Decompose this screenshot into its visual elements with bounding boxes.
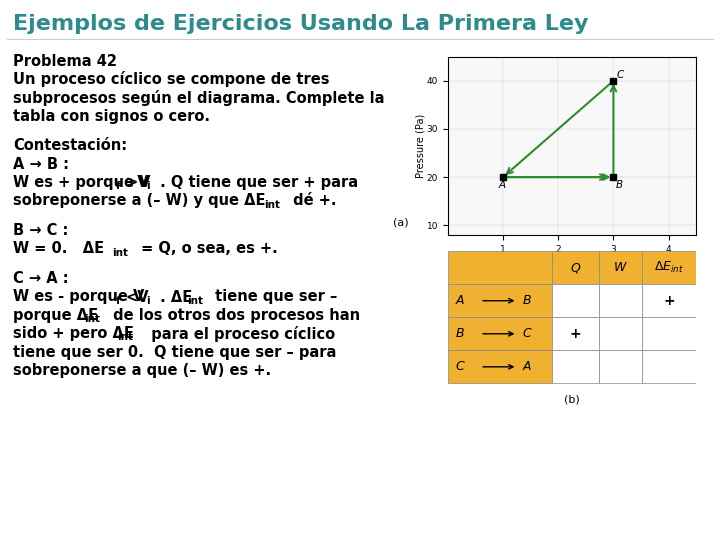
Text: de los otros dos procesos han: de los otros dos procesos han [108, 308, 360, 323]
Bar [552, 284, 599, 317]
Text: int: int [112, 248, 128, 258]
Text: Contestación:: Contestación: [13, 138, 127, 153]
Text: Problema 42: Problema 42 [13, 53, 117, 69]
Text: >V: >V [126, 175, 150, 190]
Text: B: B [523, 294, 531, 307]
Text: Ejemplos de Ejercicios Usando La Primera Ley: Ejemplos de Ejercicios Usando La Primera… [13, 14, 588, 34]
Text: C → A :: C → A : [13, 271, 68, 286]
Text: C: C [523, 327, 531, 340]
Text: $\Delta E_{int}$: $\Delta E_{int}$ [654, 260, 684, 275]
Text: int: int [117, 333, 133, 342]
Bar [642, 284, 696, 317]
Text: . Q tiene que ser + para: . Q tiene que ser + para [155, 175, 358, 190]
Text: A: A [498, 180, 505, 190]
Text: C: C [456, 360, 464, 373]
Text: tabla con signos o cero.: tabla con signos o cero. [13, 109, 210, 124]
Text: W: W [614, 261, 626, 274]
Text: tiene que ser –: tiene que ser – [210, 289, 338, 305]
Text: i: i [146, 181, 150, 191]
Text: Un proceso cíclico se compone de tres: Un proceso cíclico se compone de tres [13, 71, 330, 87]
Text: C: C [616, 70, 624, 80]
Text: . ΔE: . ΔE [155, 289, 192, 305]
Text: (a): (a) [393, 218, 409, 228]
Bar [552, 317, 599, 350]
Text: int: int [187, 296, 203, 306]
Text: A: A [523, 360, 531, 373]
Bar [599, 284, 642, 317]
Bar [599, 251, 642, 284]
Text: B: B [616, 180, 623, 190]
Bar [552, 251, 599, 284]
Text: sobreponerse a que (– W) es +.: sobreponerse a que (– W) es +. [13, 363, 271, 378]
Text: para el proceso cíclico: para el proceso cíclico [141, 326, 336, 342]
Text: Q: Q [571, 261, 581, 274]
Text: = Q, o sea, es +.: = Q, o sea, es +. [136, 241, 278, 256]
Y-axis label: Pressure (Pa): Pressure (Pa) [415, 114, 426, 178]
Text: W es + porque V: W es + porque V [13, 175, 150, 190]
Text: (b): (b) [564, 395, 580, 404]
Text: f: f [116, 296, 120, 306]
X-axis label: Volume (m³): Volume (m³) [541, 255, 603, 265]
Text: porque ΔE: porque ΔE [13, 308, 98, 323]
Text: +: + [663, 294, 675, 308]
Text: W es - porque V: W es - porque V [13, 289, 144, 305]
Text: sido + pero ΔE: sido + pero ΔE [13, 326, 134, 341]
Text: <V: <V [126, 289, 150, 305]
Text: int: int [264, 200, 280, 210]
Text: A → B :: A → B : [13, 157, 69, 172]
Text: sobreponerse a (– W) y que ΔE: sobreponerse a (– W) y que ΔE [13, 193, 266, 208]
Bar [642, 251, 696, 284]
Text: B → C :: B → C : [13, 223, 68, 238]
Bar [642, 317, 696, 350]
Text: int: int [84, 314, 100, 324]
Bar [448, 284, 552, 317]
Text: tiene que ser 0.  Q tiene que ser – para: tiene que ser 0. Q tiene que ser – para [13, 345, 336, 360]
Bar [448, 350, 552, 383]
Bar [642, 350, 696, 383]
Text: A: A [456, 294, 464, 307]
Text: +: + [570, 327, 582, 341]
Bar [448, 317, 552, 350]
Text: B: B [456, 327, 464, 340]
Text: i: i [146, 296, 150, 306]
Text: W = 0.   ΔE: W = 0. ΔE [13, 241, 104, 256]
Text: dé +.: dé +. [288, 193, 336, 208]
Bar [448, 251, 552, 284]
Text: subprocesos según el diagrama. Complete la: subprocesos según el diagrama. Complete … [13, 90, 384, 106]
Text: f: f [116, 181, 120, 191]
Bar [599, 350, 642, 383]
Bar [599, 317, 642, 350]
Bar [552, 350, 599, 383]
